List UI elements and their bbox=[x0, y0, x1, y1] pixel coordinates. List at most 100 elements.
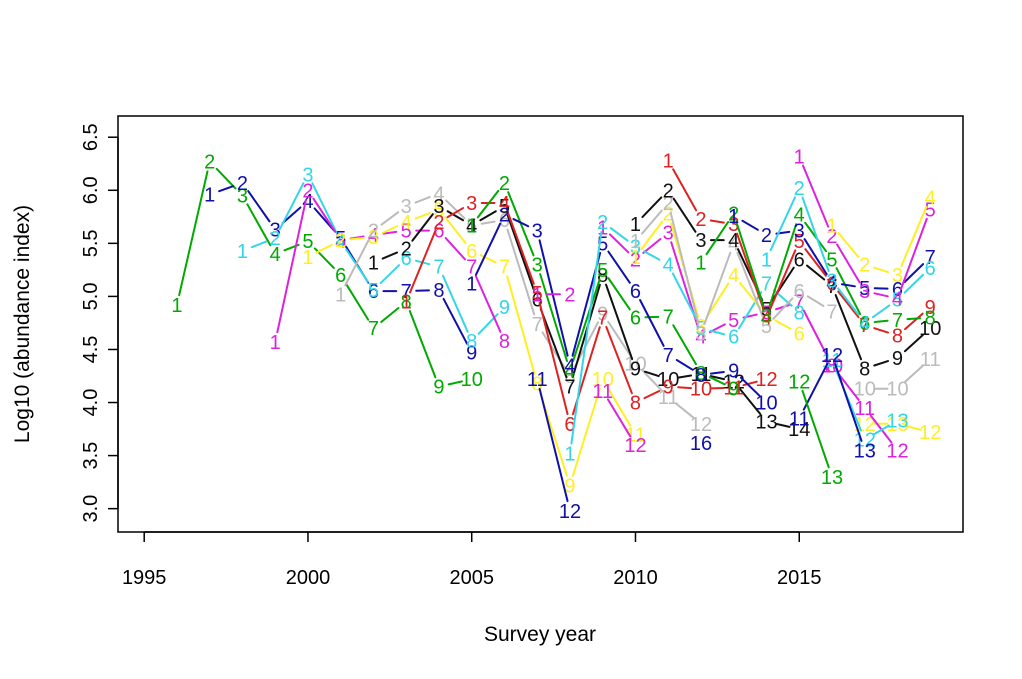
data-point-label: 8 bbox=[499, 331, 510, 353]
data-point-label: 7 bbox=[368, 318, 379, 340]
data-point-label: 4 bbox=[401, 212, 412, 234]
data-point-label: 9 bbox=[433, 377, 444, 399]
series-segment bbox=[871, 304, 891, 319]
data-point-label: 6 bbox=[892, 279, 903, 301]
data-point-label: 4 bbox=[859, 313, 870, 335]
series-segment bbox=[281, 206, 302, 224]
series-27: 12 13 bbox=[788, 371, 843, 489]
series-segment bbox=[608, 233, 630, 254]
data-point-label: 8 bbox=[925, 308, 936, 330]
series-segment bbox=[506, 275, 536, 375]
data-point-label: 6 bbox=[794, 249, 805, 271]
series-segment bbox=[903, 273, 925, 294]
data-point-label: 6 bbox=[794, 324, 805, 346]
x-axis-title: Survey year bbox=[484, 623, 596, 646]
data-point-label: 3 bbox=[237, 186, 248, 208]
data-point-label: 1 bbox=[401, 292, 412, 314]
data-point-label: 10 bbox=[854, 379, 876, 401]
data-point-label: 5 bbox=[761, 299, 772, 321]
data-point-label: 6 bbox=[761, 302, 772, 324]
series-segment bbox=[445, 199, 466, 220]
data-point-label: 13 bbox=[886, 414, 908, 436]
x-axis: 1995 2000 2005 2010 2015 bbox=[122, 531, 821, 589]
data-point-label: 10 bbox=[624, 353, 646, 375]
series-segment bbox=[903, 263, 925, 284]
series-segment bbox=[479, 210, 497, 222]
data-point-label: 9 bbox=[630, 359, 641, 381]
series-segment bbox=[672, 324, 697, 366]
data-point-label: 9 bbox=[925, 297, 936, 319]
data-point-label: 2 bbox=[302, 180, 313, 202]
data-point-label: 9 bbox=[466, 343, 477, 365]
data-point-label: 4 bbox=[368, 225, 379, 247]
series-segment bbox=[278, 182, 305, 231]
series-segment bbox=[444, 237, 466, 261]
data-point-label: 5 bbox=[335, 228, 346, 250]
series-segment bbox=[837, 231, 860, 258]
data-point-label: 2 bbox=[630, 249, 641, 271]
series-segment bbox=[835, 267, 862, 316]
series-segment bbox=[607, 250, 631, 284]
data-point-label: 10 bbox=[755, 393, 777, 415]
data-point-label: 12 bbox=[755, 369, 777, 391]
series-segment bbox=[873, 266, 889, 274]
y-tick-label: 4.5 bbox=[80, 336, 102, 364]
data-point-label: 10 bbox=[657, 369, 679, 391]
data-point-label: 12 bbox=[854, 414, 876, 436]
data-point-label: 1 bbox=[466, 274, 477, 296]
data-point-label: 3 bbox=[466, 193, 477, 215]
series-segment bbox=[709, 219, 725, 224]
series-segment bbox=[605, 283, 634, 361]
series-segment bbox=[872, 424, 890, 436]
data-point-label: 5 bbox=[761, 316, 772, 338]
series-segment bbox=[677, 374, 693, 379]
data-point-label: 12 bbox=[919, 422, 941, 444]
series-segment bbox=[311, 182, 338, 234]
series-segment bbox=[672, 168, 698, 212]
series-segment bbox=[512, 218, 530, 228]
data-point-label: 5 bbox=[761, 306, 772, 328]
series-segment bbox=[742, 380, 758, 387]
data-point-label: 3 bbox=[892, 265, 903, 287]
series-segment bbox=[741, 219, 759, 231]
data-point-label: 3 bbox=[826, 270, 837, 292]
series-segment bbox=[250, 240, 267, 249]
y-axis: 3.0 3.5 4.0 4.5 5.0 5.5 6.0 6.5 bbox=[80, 123, 119, 523]
data-point-label: 5 bbox=[499, 196, 510, 218]
series-segment bbox=[414, 196, 431, 204]
series-segment bbox=[708, 376, 726, 386]
data-point-label: 6 bbox=[564, 414, 575, 436]
series-segment bbox=[379, 264, 401, 285]
series-segment bbox=[641, 196, 663, 219]
series-segment bbox=[506, 211, 535, 285]
data-point-label: 12 bbox=[624, 435, 646, 457]
data-point-label: 5 bbox=[794, 231, 805, 253]
data-point-label: 3 bbox=[630, 237, 641, 259]
data-point-label: 11 bbox=[658, 387, 679, 409]
series-segment bbox=[677, 386, 693, 390]
data-point-label: 6 bbox=[466, 241, 477, 263]
data-point-label: 11 bbox=[691, 364, 712, 386]
data-point-label: 1 bbox=[695, 252, 706, 274]
series-segment bbox=[873, 292, 889, 298]
data-point-label: 1 bbox=[761, 249, 772, 271]
series-segment bbox=[640, 220, 664, 251]
data-point-label: 2 bbox=[794, 178, 805, 200]
data-point-label: 7 bbox=[564, 377, 575, 399]
data-point-label: 1 bbox=[204, 185, 215, 207]
data-point-label: 4 bbox=[728, 230, 739, 252]
series-segment bbox=[442, 274, 469, 333]
x-tick-label: 2000 bbox=[286, 567, 331, 589]
data-point-label: 3 bbox=[859, 281, 870, 303]
data-point-label: 3 bbox=[794, 221, 805, 243]
data-point-label: 10 bbox=[886, 379, 908, 401]
